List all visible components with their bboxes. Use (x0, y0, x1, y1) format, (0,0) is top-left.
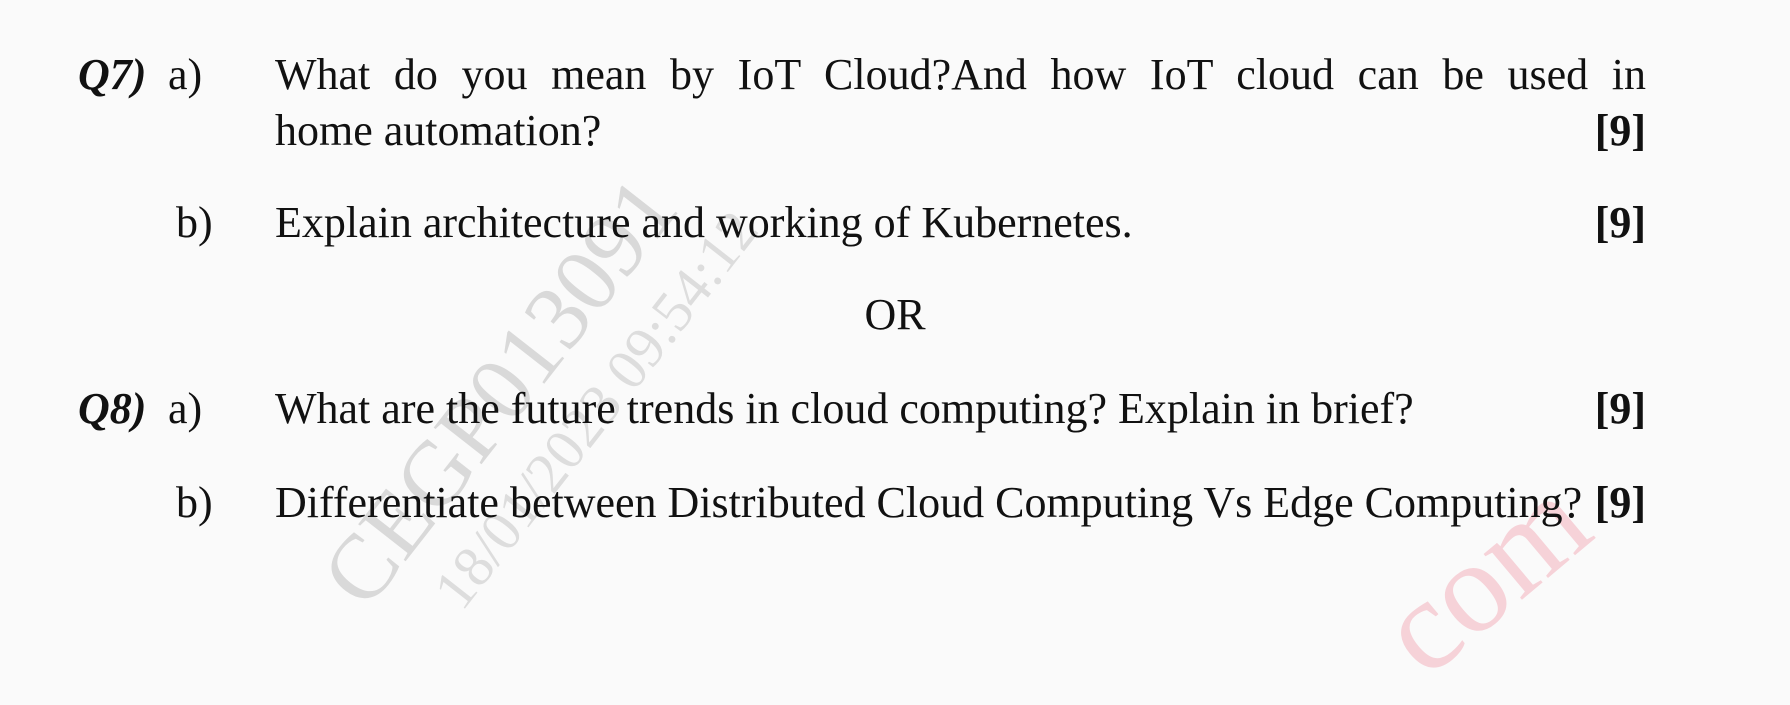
question-text: Differentiate between Distributed Cloud … (275, 478, 1583, 527)
question-part: Q8) a) What are the future trends in cloud… (0, 381, 1790, 437)
question-part: b) Explain architecture and working of Ku… (0, 195, 1790, 251)
marks: [9] (1594, 384, 1646, 433)
or-separator: OR (864, 290, 926, 339)
question-part: b) Differentiate between Distributed Clou… (0, 475, 1790, 531)
part-letter: b) (176, 198, 213, 247)
part-letter: b) (176, 478, 213, 527)
part-letter: a) (168, 50, 203, 99)
question-number: Q8) (78, 384, 147, 433)
page: CEGP013091 18/01/2023 09:54:12 com Q7) a) Wh… (0, 47, 1790, 703)
question-text: What are the future trends in cloud comp… (275, 384, 1414, 433)
question-text: home automation? (275, 106, 602, 155)
question-part: Q7) a) What do you mean by IoT Cloud?And h… (0, 47, 1790, 159)
part-letter: a) (168, 384, 203, 433)
question-text: Explain architecture and working of Kube… (275, 198, 1133, 247)
marks: [9] (1594, 106, 1646, 155)
marks: [9] (1594, 198, 1646, 247)
question-text: What do you mean by IoT Cloud?And how Io… (275, 50, 1646, 99)
question-number: Q7) (78, 50, 147, 99)
marks: [9] (1594, 478, 1646, 527)
